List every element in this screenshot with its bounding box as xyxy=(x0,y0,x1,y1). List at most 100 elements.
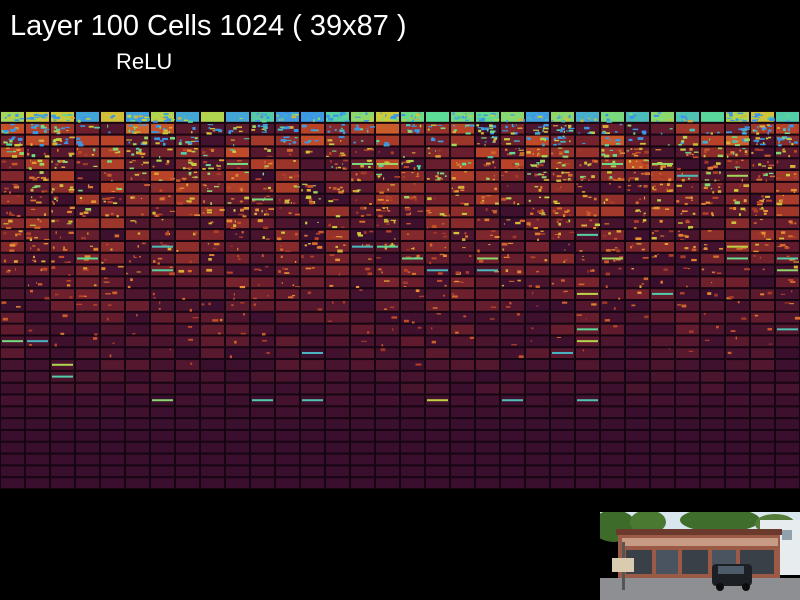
feature-cell xyxy=(50,477,75,489)
feature-cell xyxy=(200,111,225,123)
feature-cell xyxy=(700,359,725,371)
feature-cell xyxy=(225,217,250,230)
feature-cell xyxy=(425,406,450,419)
feature-cell xyxy=(225,382,250,395)
feature-cell xyxy=(425,134,450,147)
feature-cell xyxy=(50,382,75,395)
feature-cell xyxy=(200,252,225,265)
feature-cell xyxy=(700,406,725,419)
feature-cell xyxy=(275,205,301,218)
feature-cell xyxy=(325,240,350,253)
feature-cell xyxy=(0,406,25,419)
feature-cell xyxy=(575,205,600,218)
feature-cell xyxy=(325,406,350,419)
feature-cell xyxy=(75,240,100,253)
feature-cell xyxy=(550,252,575,265)
feature-cell xyxy=(100,347,125,360)
feature-cell xyxy=(150,382,175,395)
feature-cell xyxy=(575,229,600,241)
feature-cell xyxy=(575,453,600,466)
feature-cell xyxy=(700,311,725,324)
feature-cell xyxy=(325,441,350,454)
feature-cell xyxy=(650,359,675,371)
feature-cell xyxy=(425,359,450,371)
feature-cell xyxy=(25,323,50,336)
feature-cell xyxy=(25,335,50,348)
feature-cell xyxy=(775,158,800,171)
feature-cell xyxy=(425,111,450,123)
feature-cell xyxy=(625,181,650,194)
feature-cell xyxy=(775,311,800,324)
feature-cell xyxy=(500,240,525,253)
feature-cell xyxy=(700,453,725,466)
feature-cell xyxy=(500,158,525,171)
feature-cell xyxy=(650,347,675,360)
feature-cell xyxy=(375,205,400,218)
feature-cell xyxy=(375,323,400,336)
feature-cell xyxy=(275,311,300,324)
feature-cell xyxy=(300,300,325,312)
feature-cell xyxy=(325,122,350,135)
feature-cell xyxy=(125,240,150,253)
feature-cell xyxy=(675,240,700,253)
feature-cell xyxy=(475,205,500,218)
feature-cell xyxy=(775,134,800,147)
feature-cell xyxy=(325,170,350,182)
feature-cell xyxy=(325,370,350,383)
feature-cell xyxy=(375,418,400,430)
feature-cell xyxy=(325,276,350,289)
feature-cell xyxy=(0,370,25,383)
feature-cell xyxy=(750,429,775,442)
feature-cell xyxy=(575,217,601,230)
feature-cell xyxy=(375,146,400,159)
feature-cell xyxy=(425,335,450,348)
feature-cell xyxy=(525,323,550,336)
feature-cell xyxy=(50,134,75,147)
feature-cell xyxy=(425,441,450,454)
feature-cell xyxy=(450,394,475,407)
feature-cell xyxy=(250,276,275,289)
feature-cell xyxy=(100,394,125,407)
feature-cell xyxy=(400,264,425,277)
feature-cell xyxy=(525,181,550,194)
feature-cell xyxy=(425,170,450,182)
feature-cell xyxy=(425,264,450,277)
feature-cell xyxy=(500,406,525,419)
feature-cell xyxy=(375,300,400,312)
feature-cell xyxy=(700,264,725,277)
feature-cell xyxy=(500,370,525,383)
feature-cell xyxy=(225,181,250,194)
feature-cell xyxy=(700,429,725,442)
feature-cell xyxy=(125,465,150,478)
feature-cell xyxy=(675,170,700,182)
feature-cell xyxy=(450,205,475,218)
feature-cell xyxy=(500,134,525,147)
feature-cell xyxy=(75,441,100,454)
feature-cell xyxy=(550,240,575,253)
feature-cell xyxy=(625,134,650,147)
feature-cell xyxy=(75,394,100,407)
feature-cell xyxy=(350,134,375,147)
feature-cell xyxy=(550,465,575,478)
feature-cell xyxy=(475,146,500,159)
feature-cell xyxy=(425,146,450,159)
feature-cell xyxy=(600,406,625,419)
feature-cell xyxy=(350,264,375,277)
feature-cell xyxy=(475,465,500,478)
feature-cell xyxy=(400,311,425,324)
feature-cell xyxy=(225,477,250,489)
feature-cell xyxy=(25,181,50,194)
feature-cell xyxy=(775,300,800,312)
feature-cell xyxy=(575,300,600,312)
feature-cell xyxy=(750,252,775,265)
feature-cell xyxy=(575,193,600,206)
feature-cell xyxy=(525,158,550,171)
feature-cell xyxy=(150,394,175,407)
feature-cell xyxy=(625,335,650,348)
feature-cell xyxy=(400,382,425,395)
feature-cell xyxy=(325,453,350,466)
feature-cell xyxy=(600,418,625,430)
feature-cell xyxy=(425,276,450,289)
feature-cell xyxy=(500,170,525,182)
feature-cell xyxy=(625,252,650,265)
